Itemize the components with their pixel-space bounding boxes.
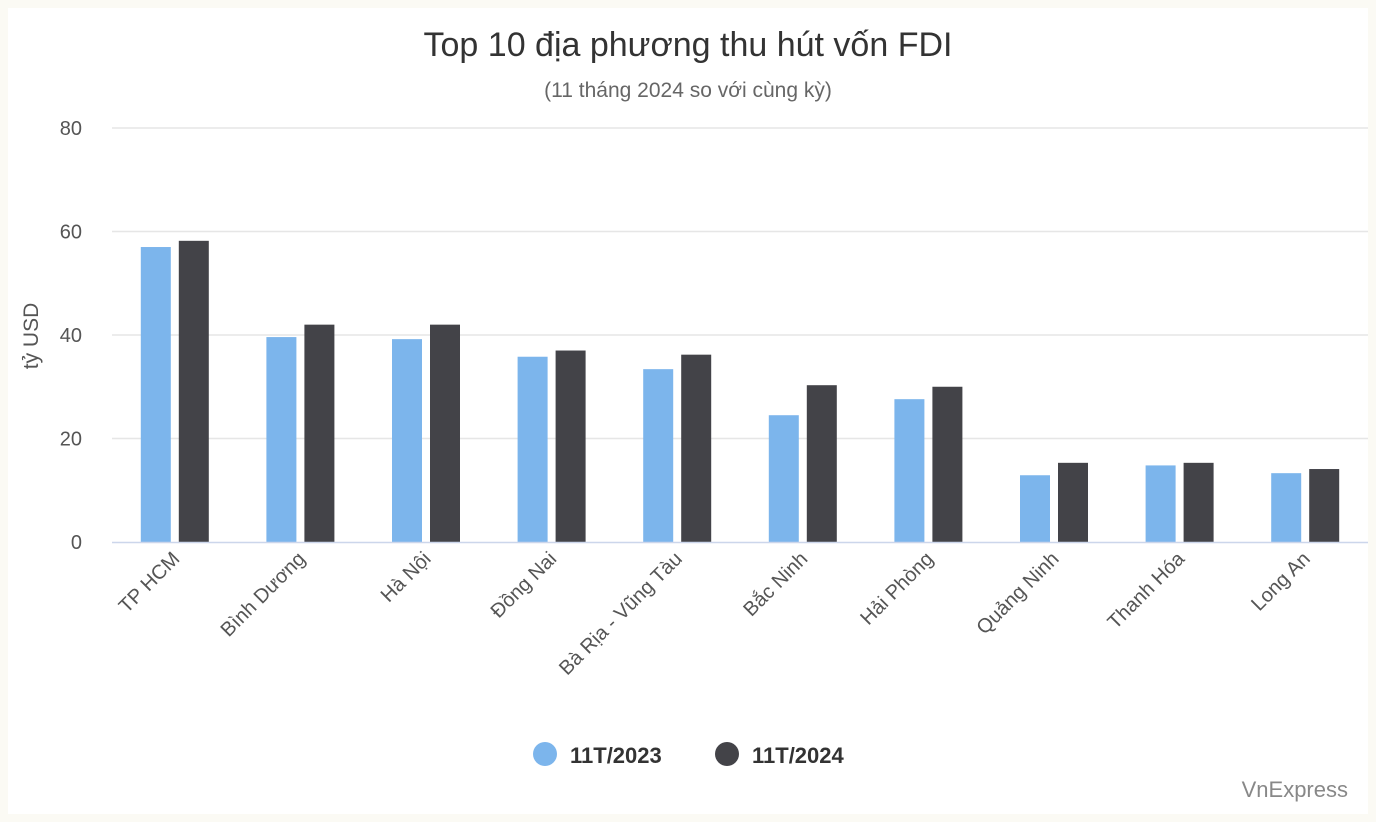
legend: 11T/2023 11T/2024 [533,742,845,768]
x-tick-label: Bình Dương [217,548,310,641]
bar-11t-2024[interactable] [932,386,963,542]
y-tick-label: 80 [60,118,82,140]
x-tick-label: Đồng Nai [487,548,562,623]
bar-11t-2023[interactable] [392,339,422,542]
y-tick-label: 0 [71,532,82,554]
bar-11t-2023[interactable] [517,356,548,542]
bar-11t-2023[interactable] [1020,475,1050,542]
x-tick-label: Hà Nội [377,548,436,607]
bar-11t-2023[interactable] [768,415,799,542]
legend-marker [715,742,739,766]
legend-label[interactable]: 11T/2023 [570,743,662,768]
x-tick-label: Hải Phòng [856,548,938,630]
bar-11t-2023[interactable] [140,247,171,542]
bar-11t-2024[interactable] [681,354,712,542]
x-tick-label: Bắc Ninh [739,547,813,621]
x-tick-label: Quảng Ninh [972,548,1063,639]
y-tick-label: 20 [60,429,82,451]
bar-11t-2023[interactable] [1145,465,1176,542]
bar-11t-2024[interactable] [178,240,209,542]
bar-11t-2024[interactable] [430,324,460,542]
bar-11t-2024[interactable] [1183,462,1214,542]
bar-11t-2024[interactable] [1058,462,1088,542]
bar-series [140,240,1340,542]
bar-11t-2024[interactable] [555,350,586,542]
bar-11t-2023[interactable] [1271,473,1302,542]
y-axis-label: tỷ USD [20,303,43,370]
bar-11t-2023[interactable] [894,399,925,542]
gridlines [112,127,1368,440]
x-tick-label: TP HCM [115,548,185,618]
x-tick-label: Thanh Hóa [1104,547,1190,633]
source-credit: VnExpress [1242,777,1348,802]
bar-11t-2024[interactable] [1309,469,1340,542]
x-tick-label: Bà Rịa - Vũng Tàu [555,548,687,680]
legend-marker [533,742,557,766]
chart-title: Top 10 địa phương thu hút vốn FDI [424,26,953,64]
bar-11t-2023[interactable] [643,369,674,542]
legend-label[interactable]: 11T/2024 [752,743,845,768]
y-tick-labels: 0 20 40 60 80 [60,118,82,554]
bar-11t-2023[interactable] [266,337,297,542]
y-tick-label: 40 [60,325,82,347]
bar-11t-2024[interactable] [806,385,837,542]
chart-subtitle: (11 tháng 2024 so với cùng kỳ) [544,79,832,102]
bar-11t-2024[interactable] [304,324,335,542]
y-tick-label: 60 [60,222,82,244]
x-tick-label: Long An [1247,548,1314,615]
